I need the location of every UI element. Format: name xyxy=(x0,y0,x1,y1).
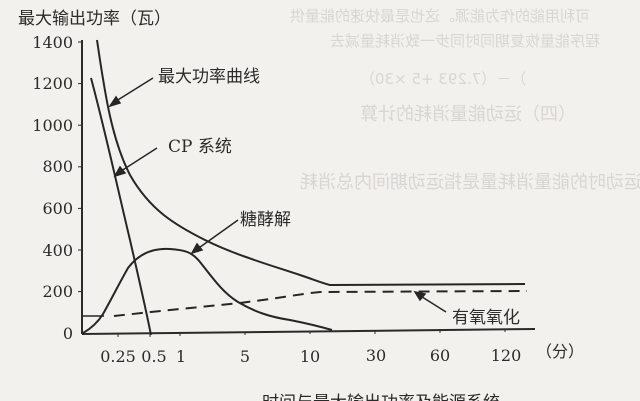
x-tick-60: 60 xyxy=(430,346,450,365)
x-tick-5: 5 xyxy=(240,347,250,366)
x-tick-0.5: 0.5 xyxy=(141,347,166,366)
cp-arrow xyxy=(113,147,158,178)
glycolysis-label: 糖酵解 xyxy=(240,210,291,230)
y-tick-1200: 1200 xyxy=(32,74,73,93)
x-axis-unit: （分） xyxy=(536,342,584,361)
y-tick-800: 800 xyxy=(42,157,73,176)
aerobic-oxidation-label: 有氧氧化 xyxy=(452,308,520,328)
y-tick-0: 0 xyxy=(63,324,73,343)
max-power-label: 最大功率曲线 xyxy=(158,67,260,87)
figure-caption: 时间与最大输出功率及能源系统 xyxy=(262,393,500,401)
x-tick-1: 1 xyxy=(176,347,186,366)
y-axis-title: 最大输出功率（瓦） xyxy=(18,9,171,29)
y-tick-1000: 1000 xyxy=(32,116,73,135)
x-tick-10: 10 xyxy=(300,347,320,366)
cp-system-label: CP 系统 xyxy=(168,137,232,157)
axes xyxy=(78,40,536,337)
aerobic-oxidation-curve xyxy=(113,290,528,317)
max-power-curve xyxy=(96,39,526,287)
glycolysis-curve xyxy=(82,247,333,334)
glycolysis-arrow xyxy=(190,219,239,255)
y-tick-labels: 1400 1200 1000 800 600 400 200 0 xyxy=(32,33,73,343)
x-tick-labels: 0.25 0.5 1 5 10 30 60 120 （分） xyxy=(100,342,584,366)
x-tick-30: 30 xyxy=(366,346,386,365)
y-tick-200: 200 xyxy=(42,282,73,301)
y-tick-1400: 1400 xyxy=(32,33,73,52)
max-power-arrow xyxy=(108,77,154,108)
y-tick-400: 400 xyxy=(42,241,73,260)
x-tick-0.25: 0.25 xyxy=(100,347,136,366)
x-tick-120: 120 xyxy=(491,346,522,365)
y-tick-600: 600 xyxy=(42,199,73,218)
cp-system-curve xyxy=(90,77,152,336)
aerobic-arrow xyxy=(413,290,447,313)
